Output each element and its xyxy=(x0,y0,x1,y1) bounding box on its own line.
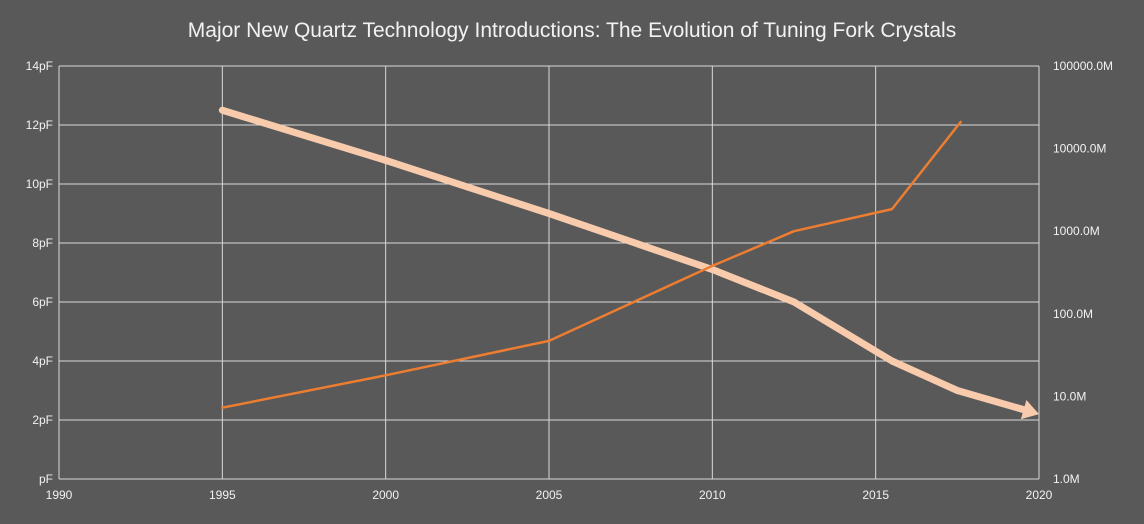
y-right-tick-label: 10.0M xyxy=(1053,389,1086,403)
y-left-tick-label: 8pF xyxy=(32,236,53,250)
chart-title: Major New Quartz Technology Introduction… xyxy=(188,19,956,42)
tick-labels: 1990 1995 2000 2005 2010 2015 2020 pF 2pF 4pF 6pF 8… xyxy=(26,59,1113,502)
y-left-tick-label: pF xyxy=(39,472,53,486)
x-tick-label: 2020 xyxy=(1026,488,1053,502)
y-left-tick-label: 14pF xyxy=(26,59,53,73)
y-right-tick-label: 100000.0M xyxy=(1053,59,1113,73)
x-tick-label: 2000 xyxy=(372,488,399,502)
y-left-tick-label: 10pF xyxy=(26,177,53,191)
x-tick-label: 1995 xyxy=(209,488,236,502)
thin-series-line xyxy=(221,120,962,409)
y-left-tick-label: 6pF xyxy=(32,295,53,309)
y-left-tick-label: 4pF xyxy=(32,354,53,368)
x-tick-label: 1990 xyxy=(46,488,73,502)
x-tick-label: 2010 xyxy=(699,488,726,502)
x-tick-label: 2015 xyxy=(862,488,889,502)
y-right-tick-label: 1.0M xyxy=(1053,472,1080,486)
y-right-tick-label: 10000.0M xyxy=(1053,142,1106,156)
y-left-tick-label: 12pF xyxy=(26,118,53,132)
y-right-tick-label: 1000.0M xyxy=(1053,224,1100,238)
x-tick-label: 2005 xyxy=(536,488,563,502)
gridlines xyxy=(58,65,1040,480)
y-right-tick-label: 100.0M xyxy=(1053,307,1093,321)
series-layer xyxy=(218,106,1039,420)
thick-series-line xyxy=(218,106,1028,414)
arrow-head xyxy=(1020,400,1039,420)
y-left-tick-label: 2pF xyxy=(32,413,53,427)
